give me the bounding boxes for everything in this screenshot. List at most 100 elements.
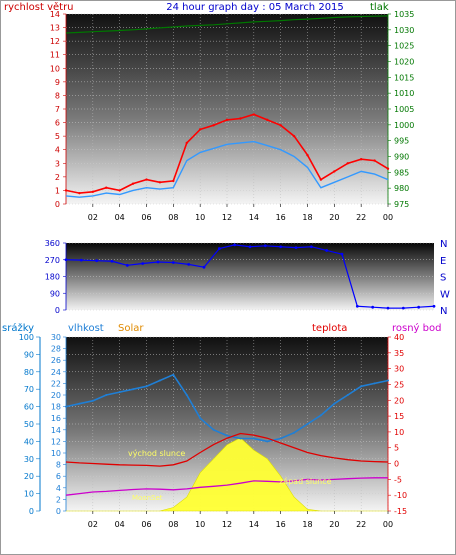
x-tick-label: 20 [329,213,339,222]
direction-segment [234,244,251,248]
x-tick-label: 12 [222,213,232,222]
moonset-label: MoonSet [132,494,163,502]
humidity-point [118,391,121,394]
sunrise-label: východ slunce [128,449,185,458]
wind-speed-point [319,178,323,181]
rain-tick-label: 50 [24,420,34,429]
pressure-tick-label: 1030 [394,26,414,35]
pressure-tick-label: 1035 [394,10,414,19]
humidity-tick-label: 2 [56,495,61,504]
direction-chart-series [64,243,436,310]
rain-tick-label: 0 [29,507,34,516]
pressure-tick-label: 980 [394,184,409,193]
wind-tick-label: 2 [55,173,60,182]
direction-segment [111,260,128,266]
humidity-chart-x-ticks: 02 04 06 08 10 12 14 16 18 20 22 00 [88,511,393,529]
x-tick-label: 08 [168,520,178,529]
rain-tick-label: 80 [24,368,34,377]
temp-tick-label: 35 [394,349,404,358]
direction-axis-ticks: 0 90 180 270 360 [45,239,67,315]
direction-segment [203,248,220,268]
humidity-point [279,437,282,440]
temp-tick-label: 30 [394,365,404,374]
x-tick-label: 06 [141,213,151,222]
direction-segment [81,259,97,262]
humidity-tick-label: 30 [51,333,61,342]
direction-chart-grid [66,242,434,311]
temp-tick-label: -10 [394,491,407,500]
x-tick-label: 04 [115,520,125,529]
wind-speed-point [266,118,269,122]
wind-speed-point [239,117,242,120]
humidity-point [91,399,94,402]
humidity-point [185,394,188,396]
wind-speed-point [118,189,121,192]
humidity-tick-label: 12 [51,437,61,446]
wind-speed-point [105,186,108,189]
humidity-point [319,414,322,417]
direction-segment [357,305,373,308]
x-tick-label: 04 [115,213,125,222]
temp-tick-label: 5 [394,444,399,453]
wind-tick-label: 12 [50,37,60,46]
rain-tick-label: 70 [24,385,34,394]
wind-tick-label: 14 [50,10,60,19]
pressure-tick-label: 1005 [394,105,414,114]
x-tick-label: 22 [356,213,366,222]
wind-tick-label: 9 [55,78,60,87]
humidity-point [306,423,309,425]
wind-speed-point [292,134,296,138]
humidity-tick-label: 28 [51,345,61,354]
sunset-label: západ slunce [279,477,332,486]
direction-segment [142,261,159,265]
wind-speed-point [172,179,175,183]
direction-segment [157,261,174,264]
humidity-tick-label: 10 [51,449,61,458]
direction-segment [403,306,419,309]
humidity-tick-label: 6 [56,472,61,481]
wind-speed-point [252,113,256,116]
direction-segment [372,306,389,309]
wind-speed-point [78,191,81,195]
humidity-point [78,402,81,405]
pressure-tick-label: 1025 [394,42,414,51]
humidity-axis-title: vlhkost [68,323,104,334]
pressure-line [65,15,389,34]
x-tick-label: 00 [383,520,393,529]
rain-tick-label: 30 [24,455,34,464]
x-tick-label: 18 [302,213,312,222]
wind-speed-point [386,167,390,170]
wind-speed-point [373,159,376,162]
temp-tick-label: 40 [394,333,404,342]
humidity-chart-series [65,373,389,512]
humidity-point [226,434,228,437]
humidity-tick-label: 26 [51,356,61,365]
humidity-point [132,388,135,391]
wind-average-line [65,140,389,198]
chart-title: 24 hour graph day : 05 March 2015 [166,2,344,13]
direction-segment [173,261,189,265]
humidity-tick-label: 24 [51,368,61,377]
humidity-tick-label: 0 [56,507,61,516]
x-tick-label: 06 [141,520,151,529]
x-tick-label: 02 [88,520,98,529]
x-tick-label: 14 [249,213,259,222]
wind-speed-point [185,141,188,145]
x-tick-label: 18 [302,520,312,529]
temp-tick-label: 0 [394,460,399,469]
pressure-tick-label: 1010 [394,89,414,98]
wind-speed-point [279,124,282,127]
humidity-point [145,385,148,388]
x-tick-label: 16 [276,213,286,222]
wind-tick-label: 4 [55,146,60,155]
humidity-chart-axes: 0102030405060708090100024681012141618202… [19,333,407,516]
direction-segment [280,246,297,249]
wind-tick-label: 3 [55,159,60,168]
solar-area [66,437,388,512]
direction-segment [341,253,358,307]
x-tick-label: 22 [356,520,366,529]
wind-speed-point [306,153,309,157]
direction-segment [326,249,343,255]
wind-axis-title: rychlost větru [4,1,74,13]
pressure-tick-label: 1015 [394,73,414,82]
